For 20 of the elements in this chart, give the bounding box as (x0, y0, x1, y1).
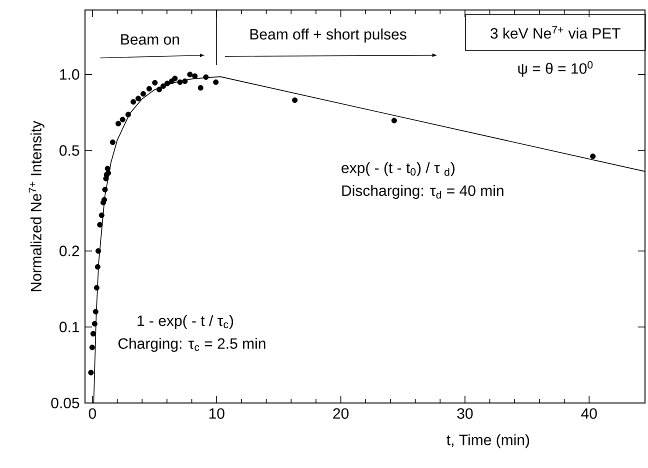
y-tick-label: 0.2 (60, 246, 80, 256)
annotation: exp( - (t - t$_{0}$) / τ $_{d}$) (342, 162, 454, 176)
annotation: Beam on (121, 34, 179, 45)
y-tick-label: 0.05 (51, 398, 80, 408)
y-tick-label: 0.1 (60, 322, 80, 332)
annotation: Charging: τ$_{c}$ = 2.5 min (118, 338, 266, 352)
y-tick-label: 1.0 (60, 69, 80, 80)
annotation: Discharging: τ$_{d}$ = 40 min (342, 184, 504, 199)
x-tick-label: 0 (88, 408, 96, 419)
annotation: Beam off + short pulses (250, 28, 406, 43)
x-tick-label: 40 (581, 408, 597, 419)
x-tick-label: 20 (333, 408, 349, 419)
annotation: ψ = θ = 10$^{0}$ (518, 61, 593, 77)
annotation: 1 - exp( - t / τ$_{c}$) (138, 315, 234, 330)
y-axis-title: Normalized Ne$^{7+}$ Intensity (28, 120, 44, 292)
x-tick-label: 10 (209, 408, 224, 419)
x-axis-title: t, Time (min) (446, 434, 530, 448)
annotation: 3 keV Ne$^{7+}$ via PET (490, 26, 620, 39)
x-tick-label: 30 (457, 408, 473, 419)
y-tick-label: 0.5 (60, 145, 80, 156)
